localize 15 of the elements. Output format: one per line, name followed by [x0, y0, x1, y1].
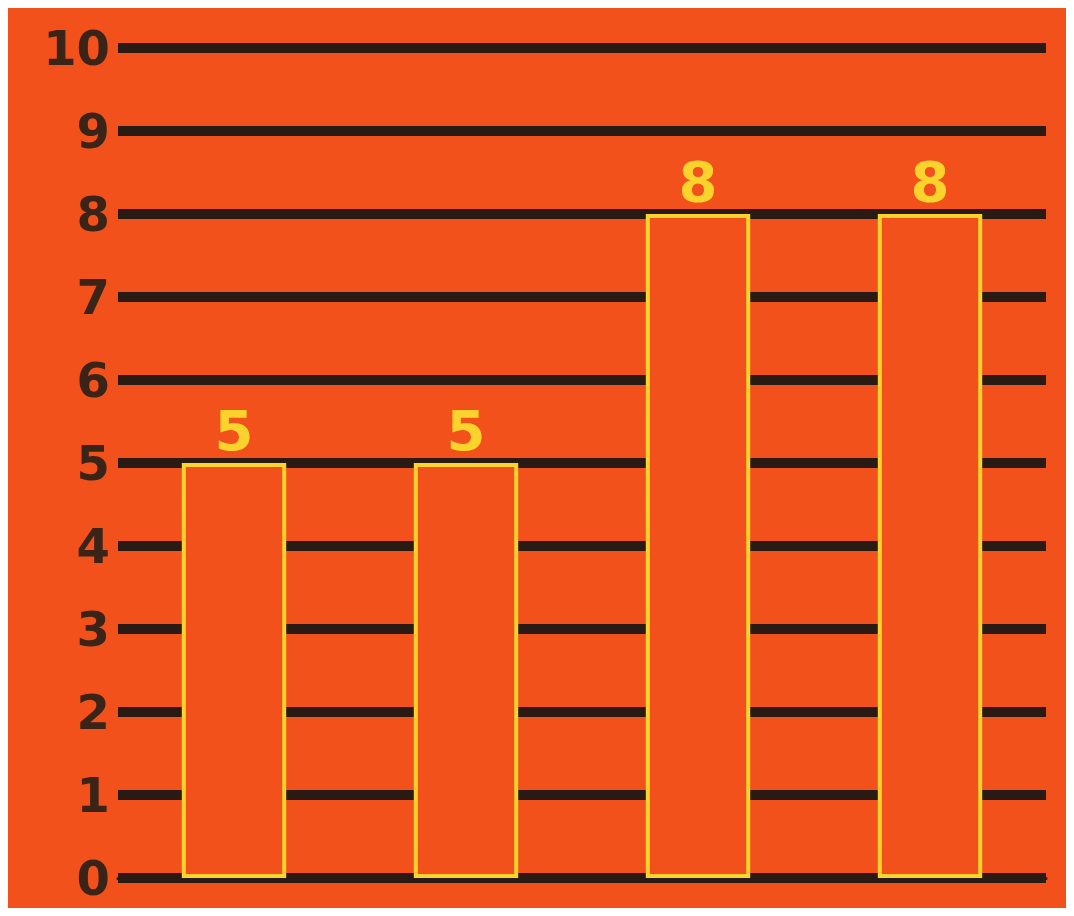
y-tick-label: 9 [76, 103, 110, 159]
y-tick-label: 8 [76, 186, 110, 242]
y-tick-label: 2 [76, 684, 110, 740]
data-label: 5 [214, 397, 254, 463]
y-tick-label: 5 [76, 435, 110, 491]
data-label: 8 [910, 148, 950, 214]
data-label: 8 [678, 148, 718, 214]
data-label: 5 [446, 397, 486, 463]
y-tick-label: 10 [43, 20, 110, 76]
y-tick-label: 7 [76, 269, 110, 325]
y-tick-label: 6 [76, 352, 110, 408]
y-tick-label: 3 [76, 601, 110, 657]
y-tick-label: 0 [76, 850, 110, 906]
y-tick-label: 4 [76, 518, 110, 574]
y-tick-label: 1 [76, 767, 110, 823]
